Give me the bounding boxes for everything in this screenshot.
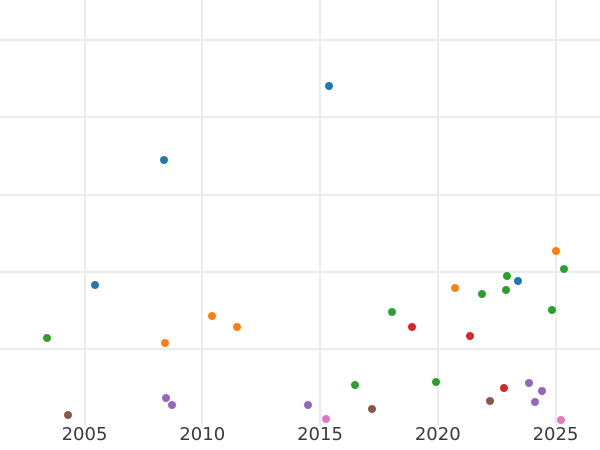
data-point-pink	[556, 416, 565, 425]
data-point-green	[387, 307, 396, 316]
gridline-horizontal	[0, 270, 600, 273]
data-point-green	[502, 286, 511, 295]
data-point-blue	[160, 155, 169, 164]
x-tick-label: 2020	[414, 424, 461, 446]
data-point-purple	[168, 401, 177, 410]
data-point-purple	[524, 378, 533, 387]
x-tick-label: 2005	[61, 424, 108, 446]
data-point-orange	[232, 322, 241, 331]
data-point-red	[465, 331, 474, 340]
data-point-orange	[450, 283, 459, 292]
gridline-vertical	[554, 0, 557, 426]
x-tick-label: 2025	[532, 424, 579, 446]
gridline-horizontal	[0, 39, 600, 41]
data-point-green	[431, 378, 440, 387]
data-point-blue	[91, 280, 100, 289]
data-point-orange	[208, 311, 217, 320]
data-point-green	[351, 380, 360, 389]
gridline-vertical	[83, 0, 86, 426]
gridline-vertical	[319, 0, 321, 426]
data-point-red	[407, 323, 416, 332]
data-point-purple	[162, 393, 171, 402]
data-point-green	[42, 334, 51, 343]
gridline-horizontal	[0, 348, 600, 350]
data-point-red	[499, 384, 508, 393]
data-point-blue	[513, 277, 522, 286]
data-point-green	[503, 272, 512, 281]
gridline-horizontal	[0, 116, 600, 119]
gridline-horizontal	[0, 193, 600, 196]
data-point-purple	[303, 400, 312, 409]
data-point-brown	[486, 396, 495, 405]
data-point-orange	[161, 338, 170, 347]
data-point-brown	[368, 405, 377, 414]
x-tick-label: 2010	[179, 424, 226, 446]
x-tick-label: 2015	[297, 424, 343, 446]
data-point-pink	[321, 415, 330, 424]
data-point-blue	[324, 81, 333, 90]
data-point-brown	[63, 411, 72, 420]
data-point-green	[559, 265, 568, 274]
data-point-purple	[530, 397, 539, 406]
data-point-green	[478, 290, 487, 299]
gridline-vertical	[201, 0, 204, 426]
data-point-green	[547, 306, 556, 315]
data-point-purple	[538, 386, 547, 395]
gridline-vertical	[436, 0, 439, 426]
data-point-orange	[552, 246, 561, 255]
